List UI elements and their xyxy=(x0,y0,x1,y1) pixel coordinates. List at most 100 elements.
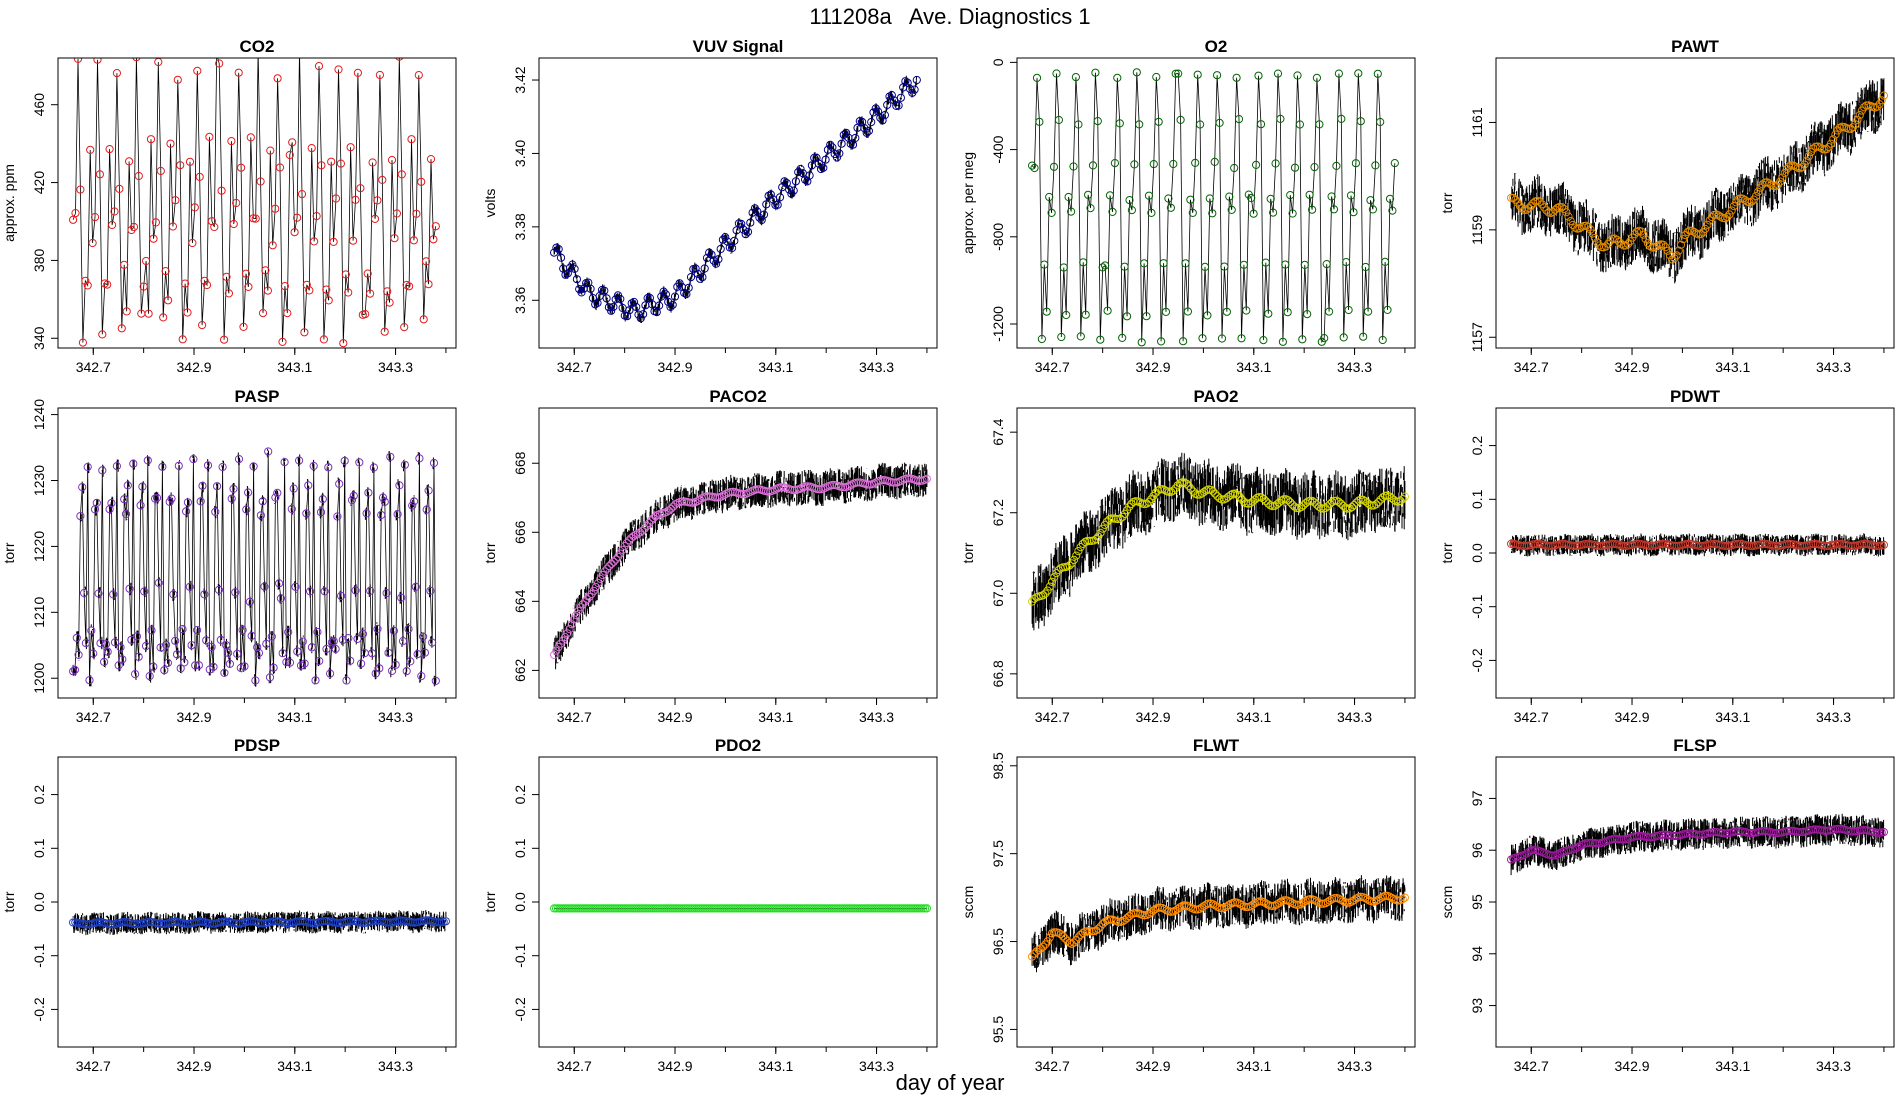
data-point xyxy=(210,222,219,232)
data-point xyxy=(95,170,105,179)
data-point xyxy=(1389,495,1399,504)
data-point xyxy=(1562,208,1571,217)
data-point xyxy=(1350,896,1359,905)
data-point xyxy=(309,461,318,471)
data-point xyxy=(1646,242,1655,251)
data-point xyxy=(142,256,151,266)
data-point xyxy=(92,498,101,507)
y-axis-label: torr xyxy=(1,891,17,912)
data-point xyxy=(88,238,97,248)
data-point xyxy=(375,70,384,80)
data-point xyxy=(291,582,300,591)
data-point xyxy=(251,676,260,685)
data-point xyxy=(696,274,705,283)
data-point xyxy=(300,328,309,337)
data-point xyxy=(1215,494,1224,503)
data-point xyxy=(867,118,876,127)
panel-co2: CO2 approx. ppm 342.7 342.9 343.1 343.3 340 380… xyxy=(1,37,457,375)
data-point xyxy=(837,139,846,148)
data-point xyxy=(803,177,812,186)
data-point xyxy=(1125,912,1134,921)
data-point xyxy=(1323,897,1332,907)
data-point xyxy=(229,484,238,493)
data-point xyxy=(565,625,574,634)
data-point xyxy=(1173,481,1182,490)
data-point xyxy=(93,58,102,64)
data-point xyxy=(429,235,438,244)
data-point xyxy=(616,294,625,304)
data-point xyxy=(178,625,187,634)
data-point xyxy=(242,505,251,514)
data-point xyxy=(1400,893,1410,902)
data-point xyxy=(1610,834,1619,844)
data-point xyxy=(218,462,227,472)
data-point xyxy=(1222,307,1232,316)
data-point xyxy=(821,155,830,164)
y-tick-label: 1210 xyxy=(31,597,47,628)
data-point xyxy=(651,512,660,521)
data-point xyxy=(1327,192,1336,201)
data-point xyxy=(741,230,750,239)
y-axis-label: sccm xyxy=(1439,886,1455,919)
panel-title: PAWT xyxy=(1671,37,1719,56)
data-point xyxy=(759,210,769,219)
data-point xyxy=(1646,541,1655,551)
data-point xyxy=(120,260,129,269)
data-point xyxy=(324,296,333,305)
y-axis-label: torr xyxy=(1439,192,1455,213)
data-point xyxy=(254,648,264,658)
x-tick-label: 342.7 xyxy=(1514,359,1549,375)
data-point xyxy=(290,228,299,237)
data-point xyxy=(1641,235,1650,244)
data-point xyxy=(814,159,823,168)
data-point xyxy=(98,330,107,339)
data-point xyxy=(1376,117,1385,127)
data-point xyxy=(419,632,428,641)
data-point xyxy=(1822,145,1831,154)
data-point xyxy=(1771,829,1780,838)
data-point xyxy=(1372,500,1381,509)
data-point xyxy=(1367,501,1376,510)
panel-title: CO2 xyxy=(240,37,275,56)
data-point xyxy=(1619,241,1628,250)
data-point xyxy=(347,916,356,925)
data-point xyxy=(90,213,100,222)
data-point xyxy=(373,196,382,205)
y-tick-label: 0 xyxy=(990,58,1006,66)
data-point xyxy=(424,280,433,289)
data-point xyxy=(109,590,118,599)
data-point xyxy=(832,153,842,162)
data-point xyxy=(1164,194,1173,203)
data-point xyxy=(1181,259,1190,268)
data-point xyxy=(1056,930,1065,939)
x-tick-label: 343.1 xyxy=(1236,709,1271,725)
data-point xyxy=(1860,539,1869,549)
data-point xyxy=(358,629,367,639)
y-tick-label: 1157 xyxy=(1469,322,1485,352)
data-point xyxy=(1515,201,1525,210)
data-point xyxy=(737,219,746,228)
y-tick-label: 3.42 xyxy=(512,66,528,93)
series-line xyxy=(1031,72,1396,344)
data-point xyxy=(1081,310,1090,319)
data-point xyxy=(835,149,844,158)
raw-band xyxy=(1510,813,1885,876)
data-point xyxy=(339,339,348,348)
data-point xyxy=(171,636,180,645)
x-tick-label: 342.9 xyxy=(177,359,212,375)
plot-frame xyxy=(538,407,938,699)
data-point xyxy=(200,276,209,285)
data-point xyxy=(1696,541,1705,551)
data-point xyxy=(202,636,211,645)
data-point xyxy=(1215,118,1224,128)
data-point xyxy=(1074,120,1083,129)
data-point xyxy=(244,488,253,497)
data-point xyxy=(170,917,179,926)
y-tick-label: 67.2 xyxy=(990,499,1006,526)
data-point xyxy=(101,640,111,649)
data-point xyxy=(1300,260,1309,269)
data-point xyxy=(1069,938,1079,947)
data-point xyxy=(1833,539,1842,549)
data-point xyxy=(1683,829,1692,838)
y-tick-label: -0.2 xyxy=(512,997,528,1021)
